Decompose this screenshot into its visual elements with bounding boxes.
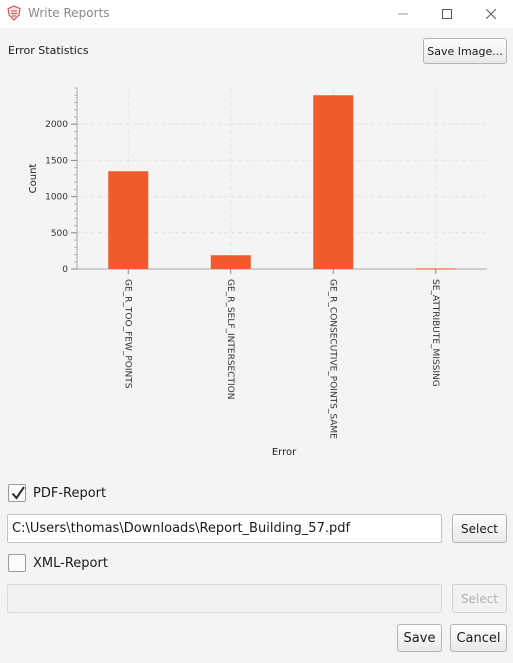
pdf-select-button[interactable]: Select	[452, 514, 507, 543]
maximize-button[interactable]	[425, 0, 469, 28]
xml-path-input[interactable]	[7, 584, 442, 613]
pdf-report-option[interactable]: PDF-Report	[8, 484, 106, 502]
window-title: Write Reports	[28, 6, 110, 20]
x-tick-label: SE_ATTRIBUTE_MISSING	[430, 279, 440, 387]
bar	[313, 95, 354, 270]
xml-report-option[interactable]: XML-Report	[8, 554, 108, 572]
save-image-button[interactable]: Save Image...	[423, 38, 507, 64]
x-axis-label: Error	[272, 447, 297, 458]
minimize-button[interactable]	[381, 0, 425, 28]
x-tick-label: GE_R_SELF_INTERSECTION	[225, 279, 235, 399]
x-tick-label: GE_R_CONSECUTIVE_POINTS_SAME	[327, 279, 337, 439]
y-tick-label: 1500	[45, 156, 68, 166]
bar	[415, 268, 456, 270]
bar	[108, 171, 149, 269]
error-bar-chart: 0 500 1000 1500 2000 GE_R_TOO_FEW_POINTS GE_R_…	[28, 87, 487, 458]
pdf-report-checkbox[interactable]	[8, 484, 26, 502]
y-tick-label: 1000	[45, 193, 68, 203]
x-tick-label: GE_R_TOO_FEW_POINTS	[122, 279, 132, 389]
y-tick-label: 0	[62, 265, 68, 275]
bar	[210, 255, 251, 269]
cancel-button[interactable]: Cancel	[450, 624, 507, 652]
xml-select-button[interactable]: Select	[452, 584, 507, 613]
pdf-path-input[interactable]: C:\Users\thomas\Downloads\Report_Buildin…	[7, 514, 442, 543]
y-tick-label: 2000	[45, 120, 68, 130]
xml-report-checkbox[interactable]	[8, 554, 26, 572]
y-tick-label: 500	[51, 229, 68, 239]
app-logo-icon	[6, 5, 22, 21]
xml-report-label: XML-Report	[33, 555, 108, 571]
close-button[interactable]	[469, 0, 513, 28]
title-bar: Write Reports	[0, 0, 513, 28]
checkmark-icon	[11, 486, 25, 500]
save-button[interactable]: Save	[397, 624, 442, 652]
error-statistics-label: Error Statistics	[8, 44, 89, 57]
y-axis-label: Count	[28, 164, 39, 194]
pdf-report-label: PDF-Report	[33, 485, 107, 501]
